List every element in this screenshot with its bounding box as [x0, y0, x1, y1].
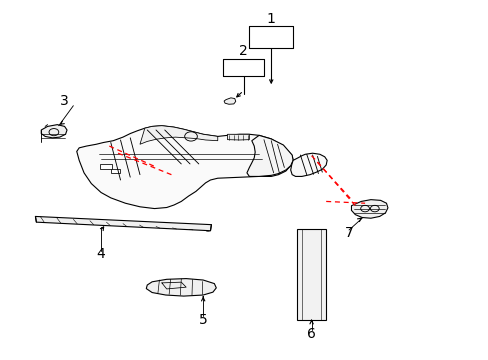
Text: 7: 7 — [344, 226, 353, 240]
Text: 5: 5 — [199, 313, 207, 327]
Text: 1: 1 — [266, 12, 275, 26]
Polygon shape — [146, 279, 216, 296]
Polygon shape — [224, 98, 235, 104]
Polygon shape — [227, 134, 249, 140]
Polygon shape — [351, 200, 387, 218]
Polygon shape — [35, 216, 211, 231]
Polygon shape — [41, 125, 67, 138]
Polygon shape — [77, 126, 292, 208]
Bar — [111, 169, 120, 173]
Polygon shape — [140, 126, 217, 144]
Bar — [100, 164, 112, 169]
Polygon shape — [290, 153, 326, 176]
Text: 4: 4 — [97, 247, 105, 261]
Text: 2: 2 — [239, 44, 247, 58]
Text: 6: 6 — [306, 327, 315, 341]
Polygon shape — [296, 229, 325, 320]
Text: 3: 3 — [60, 94, 69, 108]
Polygon shape — [246, 135, 292, 176]
